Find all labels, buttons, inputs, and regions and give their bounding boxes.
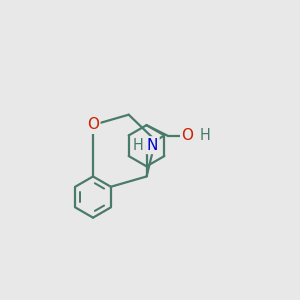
- Text: O: O: [87, 118, 99, 133]
- Text: O: O: [182, 128, 194, 143]
- Text: H: H: [200, 128, 210, 143]
- Text: N: N: [147, 138, 158, 153]
- Text: H: H: [132, 138, 143, 153]
